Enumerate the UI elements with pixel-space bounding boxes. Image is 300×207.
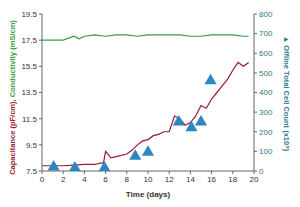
svg-text:200: 200: [259, 128, 273, 137]
svg-text:9.5: 9.5: [26, 141, 38, 150]
svg-text:13.5: 13.5: [21, 88, 37, 97]
svg-text:500: 500: [259, 69, 273, 78]
svg-text:8: 8: [125, 175, 130, 184]
svg-text:14: 14: [186, 175, 195, 184]
svg-text:0: 0: [259, 167, 264, 176]
svg-text:300: 300: [259, 108, 273, 117]
svg-text:600: 600: [259, 49, 273, 58]
svg-text:10: 10: [144, 175, 153, 184]
svg-text:700: 700: [259, 29, 273, 38]
svg-text:100: 100: [259, 147, 273, 156]
svg-text:20: 20: [250, 175, 259, 184]
svg-text:19.5: 19.5: [21, 10, 37, 19]
svg-text:2: 2: [61, 175, 66, 184]
svg-text:400: 400: [259, 88, 273, 97]
svg-text:▲ Offline Total Cell Count (x1: ▲ Offline Total Cell Count (x10⁹): [282, 36, 291, 152]
svg-text:6: 6: [103, 175, 108, 184]
svg-text:800: 800: [259, 10, 273, 19]
svg-text:16: 16: [207, 175, 216, 184]
svg-text:4: 4: [82, 175, 87, 184]
svg-text:0: 0: [40, 175, 45, 184]
svg-text:11.5: 11.5: [22, 115, 38, 124]
svg-text:17.5: 17.5: [21, 36, 37, 45]
svg-text:18: 18: [228, 175, 237, 184]
svg-text:7.5: 7.5: [26, 167, 38, 176]
svg-text:12: 12: [165, 175, 174, 184]
svg-text:Time (days): Time (days): [126, 190, 171, 199]
svg-text:Capacitance (pF/cm), Conductiv: Capacitance (pF/cm), Conductivity (mS/cm…: [8, 20, 17, 175]
svg-text:15.5: 15.5: [21, 62, 37, 71]
